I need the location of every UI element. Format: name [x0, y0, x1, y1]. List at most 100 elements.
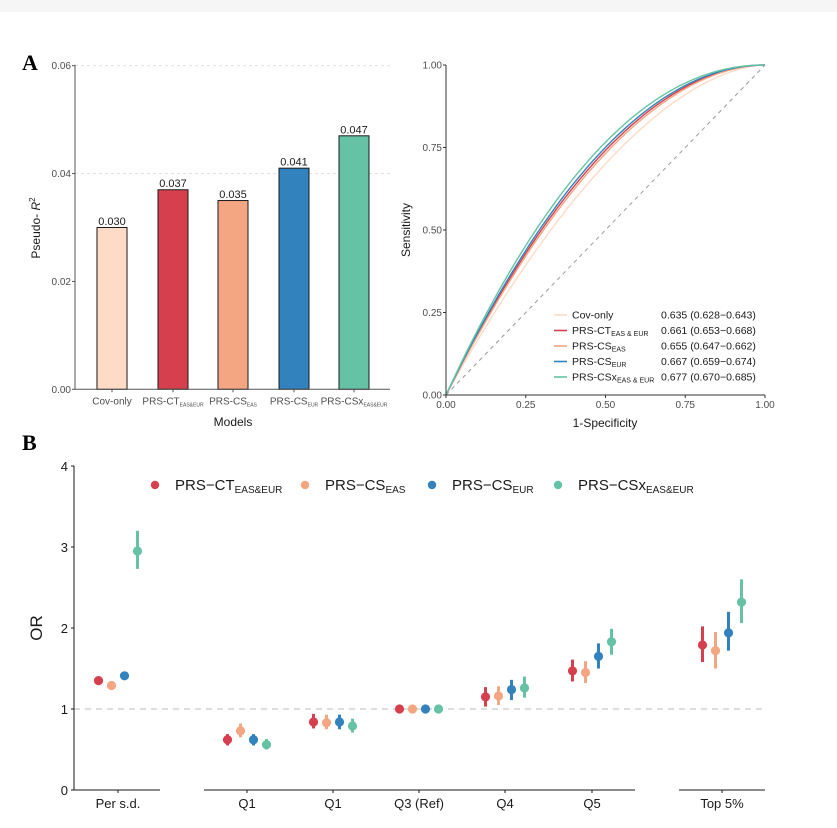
or-legend-key	[150, 480, 160, 490]
roc-legend-label: PRS-CTEAS & EUR	[572, 325, 648, 338]
or-chart: PRS−CTEAS&EUR PRS−CSEAS PRS−CSEUR PRS−CSxEA…	[27, 459, 765, 811]
roc-curve	[445, 64, 766, 396]
or-point	[710, 646, 721, 656]
bar	[338, 135, 370, 390]
roc-legend-label: PRS-CSxEAS & EUR	[572, 372, 654, 385]
or-point	[580, 667, 591, 678]
roc-x-tick-label: 1.00	[755, 400, 775, 411]
roc-x-tick-label: 0.25	[516, 400, 536, 411]
or-legend-key	[553, 480, 563, 490]
or-x-tick-label: Per s.d.	[96, 796, 141, 811]
or-point	[506, 684, 517, 695]
or-point	[334, 717, 345, 727]
bar-value-label: 0.035	[219, 189, 247, 201]
roc-legend-auc: 0.661 (0.653−0.668)	[661, 325, 756, 337]
or-point	[222, 735, 233, 745]
bar-value-label: 0.041	[280, 157, 308, 169]
roc-legend-label: PRS-CSEUR	[572, 356, 626, 369]
or-x-tick-label: Top 5%	[700, 796, 744, 811]
or-point	[593, 651, 604, 661]
roc-y-axis-title: Sensitivity	[399, 203, 413, 257]
or-point	[723, 628, 734, 638]
or-point	[347, 721, 358, 731]
bar-y-axis-title: Pseudo- R2	[28, 197, 43, 259]
or-legend-label: PRS−CTEAS&EUR	[175, 477, 282, 496]
roc-legend-label: Cov-only	[572, 310, 614, 322]
or-point	[567, 666, 578, 676]
roc-legend-auc: 0.655 (0.647−0.662)	[661, 341, 756, 353]
bar-value-label: 0.047	[340, 124, 368, 136]
bar-x-axis-title: Models	[214, 415, 253, 429]
or-point	[308, 717, 319, 727]
bar-y-tick-label: 0.02	[52, 277, 72, 288]
or-point	[119, 671, 130, 681]
bar-x-tick-label: PRS-CSxEAS&EUR	[321, 396, 388, 408]
roc-legend-auc: 0.635 (0.628−0.643)	[661, 310, 756, 322]
roc-x-tick-label: 0.00	[436, 400, 456, 411]
or-legend-label: PRS−CSxEAS&EUR	[578, 477, 694, 496]
bar	[217, 200, 249, 390]
bar-y-tick-label: 0.00	[52, 385, 72, 396]
or-point	[132, 546, 143, 556]
bar	[278, 167, 310, 390]
bar-x-tick-label: PRS-CSEAS	[209, 396, 257, 408]
roc-curve	[445, 64, 766, 396]
or-y-tick-label: 1	[61, 702, 68, 717]
bar-value-label: 0.037	[159, 178, 187, 190]
or-point	[235, 726, 246, 736]
roc-y-tick-label: 1.00	[423, 61, 443, 72]
or-x-tick-label: Q1	[238, 796, 255, 811]
bar	[157, 189, 189, 390]
or-y-tick-label: 4	[61, 459, 68, 474]
roc-chart: 0.00 0.25 0.50 0.75 1.00 0.00 0.25 0.50 0.75 1.00…	[399, 61, 775, 431]
top-band	[0, 0, 837, 12]
roc-legend-auc: 0.677 (0.670−0.685)	[661, 372, 756, 384]
roc-y-tick-label: 0.00	[423, 391, 443, 402]
roc-y-tick-label: 0.50	[423, 226, 443, 237]
roc-y-tick-label: 0.75	[423, 143, 443, 154]
or-point	[736, 597, 747, 607]
or-legend-label: PRS−CSEAS	[325, 477, 406, 496]
or-legend-label: PRS−CSEUR	[452, 477, 534, 496]
roc-x-axis-title: 1-Specificity	[573, 416, 638, 430]
or-point	[606, 637, 617, 647]
roc-curve	[445, 64, 766, 396]
or-point	[106, 680, 117, 691]
bar-y-tick-label: 0.04	[52, 169, 72, 180]
bar-x-tick-label: Cov-only	[92, 396, 131, 407]
or-point	[261, 740, 272, 750]
bar-x-tick-label: PRS-CTEAS&EUR	[142, 396, 204, 408]
roc-x-tick-label: 0.50	[596, 400, 616, 411]
or-point	[248, 735, 259, 745]
or-legend-key	[427, 480, 437, 490]
or-point	[394, 704, 405, 714]
or-point	[93, 676, 104, 686]
roc-curve	[445, 64, 766, 396]
roc-legend-label: PRS-CSEAS	[572, 341, 626, 354]
or-y-tick-label: 3	[61, 540, 68, 555]
or-point	[420, 704, 431, 714]
panel-letter-b: B	[22, 430, 37, 455]
bar	[96, 227, 128, 390]
or-y-tick-label: 2	[61, 621, 68, 636]
or-point	[519, 683, 530, 693]
or-legend-key	[300, 480, 310, 490]
or-x-tick-label: Q1	[324, 796, 341, 811]
panel-letter-a: A	[22, 50, 38, 75]
or-y-axis-title: OR	[27, 615, 46, 641]
or-x-tick-label: Q4	[496, 796, 513, 811]
roc-y-tick-label: 0.25	[423, 308, 443, 319]
or-x-tick-label: Q5	[583, 796, 600, 811]
or-point	[493, 691, 504, 701]
roc-legend-auc: 0.667 (0.659−0.674)	[661, 356, 756, 368]
or-point	[697, 640, 708, 650]
bar-y-tick-label: 0.06	[52, 61, 72, 72]
bar-x-tick-label: PRS-CSEUR	[270, 396, 319, 408]
or-point	[433, 704, 444, 714]
or-point	[321, 718, 332, 728]
or-x-tick-label: Q3 (Ref)	[394, 796, 444, 811]
roc-x-tick-label: 0.75	[676, 400, 696, 411]
or-point	[407, 704, 418, 714]
bar-value-label: 0.030	[98, 216, 126, 228]
